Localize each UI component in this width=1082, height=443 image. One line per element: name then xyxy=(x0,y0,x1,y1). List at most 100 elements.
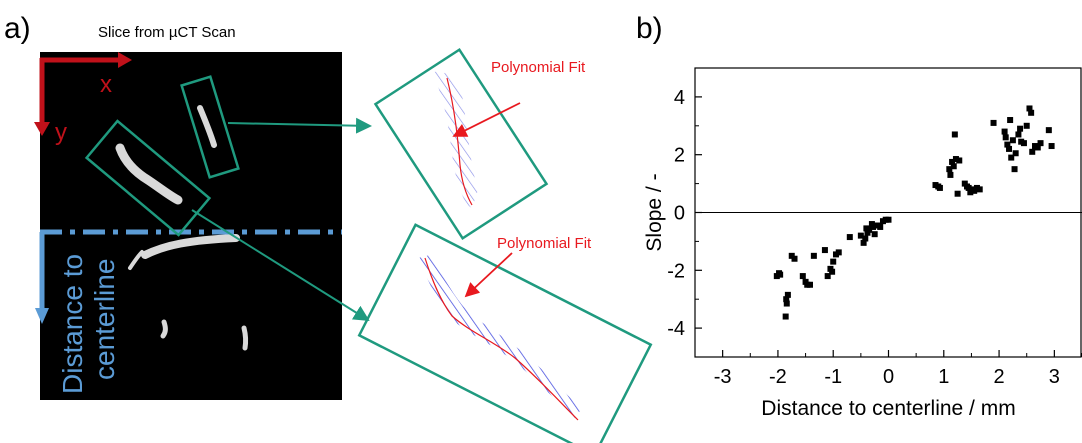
data-point xyxy=(784,291,791,298)
fit-label-top: Polynomial Fit xyxy=(491,59,586,76)
data-point xyxy=(1045,127,1052,134)
hatched-fiber-bottom xyxy=(418,255,582,418)
panel-b: b) -3 -2 -1 0 1 2 3 -4 -2 0 2 4 Distance to center… xyxy=(636,12,1082,420)
data-point xyxy=(976,186,983,193)
data-point xyxy=(1002,134,1009,141)
data-point xyxy=(821,247,828,254)
x-tick-label: 1 xyxy=(938,366,949,388)
selection-box-long xyxy=(84,119,212,237)
fit-curve-bottom xyxy=(424,257,579,421)
x-axis-ticks: -3 -2 -1 0 1 2 3 xyxy=(694,350,1082,388)
data-point xyxy=(990,119,997,126)
data-point xyxy=(782,313,789,320)
data-point xyxy=(783,296,790,303)
fiber-small-left xyxy=(128,250,144,270)
data-point xyxy=(952,156,959,163)
data-point xyxy=(1028,109,1035,116)
slope-chart: -3 -2 -1 0 1 2 3 -4 -2 0 2 4 Distance to centerlin… xyxy=(643,67,1082,420)
data-point xyxy=(810,252,817,259)
data-point xyxy=(1009,137,1016,144)
data-point xyxy=(862,235,869,242)
y-tick-label: -2 xyxy=(667,260,685,282)
data-point xyxy=(1029,148,1036,155)
data-point xyxy=(829,268,836,275)
data-points xyxy=(773,105,1055,320)
zoom-frame-top xyxy=(373,47,549,241)
data-point xyxy=(956,157,963,164)
hatched-fiber-top xyxy=(432,71,478,208)
data-point xyxy=(885,216,892,223)
data-point xyxy=(830,258,837,265)
x-axis-title: Distance to centerline / mm xyxy=(761,397,1015,420)
data-point xyxy=(806,281,813,288)
y-tick-label: 2 xyxy=(674,145,685,167)
data-point xyxy=(950,163,957,170)
data-point xyxy=(954,190,961,197)
data-point xyxy=(965,184,972,191)
panel-b-label: b) xyxy=(636,12,663,45)
data-point xyxy=(1004,141,1011,148)
data-point xyxy=(870,223,877,230)
fiber-group xyxy=(115,105,249,351)
data-point xyxy=(1048,143,1055,150)
x-axis-letter: x xyxy=(100,71,112,98)
data-point xyxy=(1007,117,1014,124)
fit-label-bottom: Polynomial Fit xyxy=(497,235,592,252)
connector-arrow-top xyxy=(227,117,372,134)
data-point xyxy=(799,273,806,280)
coordinate-axes: x y xyxy=(34,52,132,146)
selection-box-upper xyxy=(180,75,240,179)
y-axis-title: Slope / - xyxy=(643,173,666,251)
data-point xyxy=(1023,122,1030,129)
fit-pointer-bottom xyxy=(464,252,513,298)
data-point xyxy=(946,166,953,173)
x-tick-label: 3 xyxy=(1049,366,1060,388)
scan-image xyxy=(40,52,342,400)
centerline-indicator: Distance to centerline xyxy=(35,229,342,394)
data-point xyxy=(791,255,798,262)
data-point xyxy=(1001,128,1008,135)
zoom-box-bottom: Polynomial Fit xyxy=(357,223,653,443)
x-tick-label: -3 xyxy=(714,366,732,388)
centerline-text-1: Distance to xyxy=(57,254,88,394)
x-arrow-head-icon xyxy=(118,52,132,68)
x-tick-label: -1 xyxy=(824,366,842,388)
data-point xyxy=(949,158,956,165)
data-point xyxy=(860,239,867,246)
data-point xyxy=(951,131,958,138)
x-tick-label: -2 xyxy=(769,366,787,388)
data-point xyxy=(1034,144,1041,151)
fit-pointer-top xyxy=(452,102,521,137)
data-point xyxy=(947,171,954,178)
fiber-small-bottom-right xyxy=(241,325,249,351)
centerline-text-2: centerline xyxy=(89,259,120,380)
data-point xyxy=(783,300,790,307)
data-point xyxy=(1017,125,1024,132)
data-point xyxy=(936,184,943,191)
y-tick-label: 4 xyxy=(674,87,685,109)
fiber-long-diagonal xyxy=(115,143,183,205)
fiber-centerline xyxy=(141,234,240,259)
data-point xyxy=(871,231,878,238)
data-point xyxy=(835,249,842,256)
fiber-small-bottom-left xyxy=(160,319,168,339)
data-point xyxy=(1015,131,1022,138)
distance-arrow-head-icon xyxy=(35,308,49,324)
data-point xyxy=(866,226,873,233)
panel-a: a) Slice from µCT Scan x y Distan xyxy=(4,12,653,443)
fit-curve-top xyxy=(446,77,473,206)
scan-caption: Slice from µCT Scan xyxy=(98,24,236,41)
y-tick-label: -4 xyxy=(667,318,685,340)
connector-arrow-bottom xyxy=(191,209,370,322)
zoom-frame-bottom xyxy=(357,223,653,443)
fiber-short-upper xyxy=(197,105,217,148)
y-arrow-head-icon xyxy=(34,122,50,136)
data-point xyxy=(877,223,884,230)
data-point xyxy=(1008,154,1015,161)
x-tick-label: 0 xyxy=(883,366,894,388)
data-point xyxy=(1037,140,1044,147)
data-point xyxy=(1020,140,1027,147)
data-point xyxy=(1006,145,1013,152)
y-tick-label: 0 xyxy=(674,203,685,225)
